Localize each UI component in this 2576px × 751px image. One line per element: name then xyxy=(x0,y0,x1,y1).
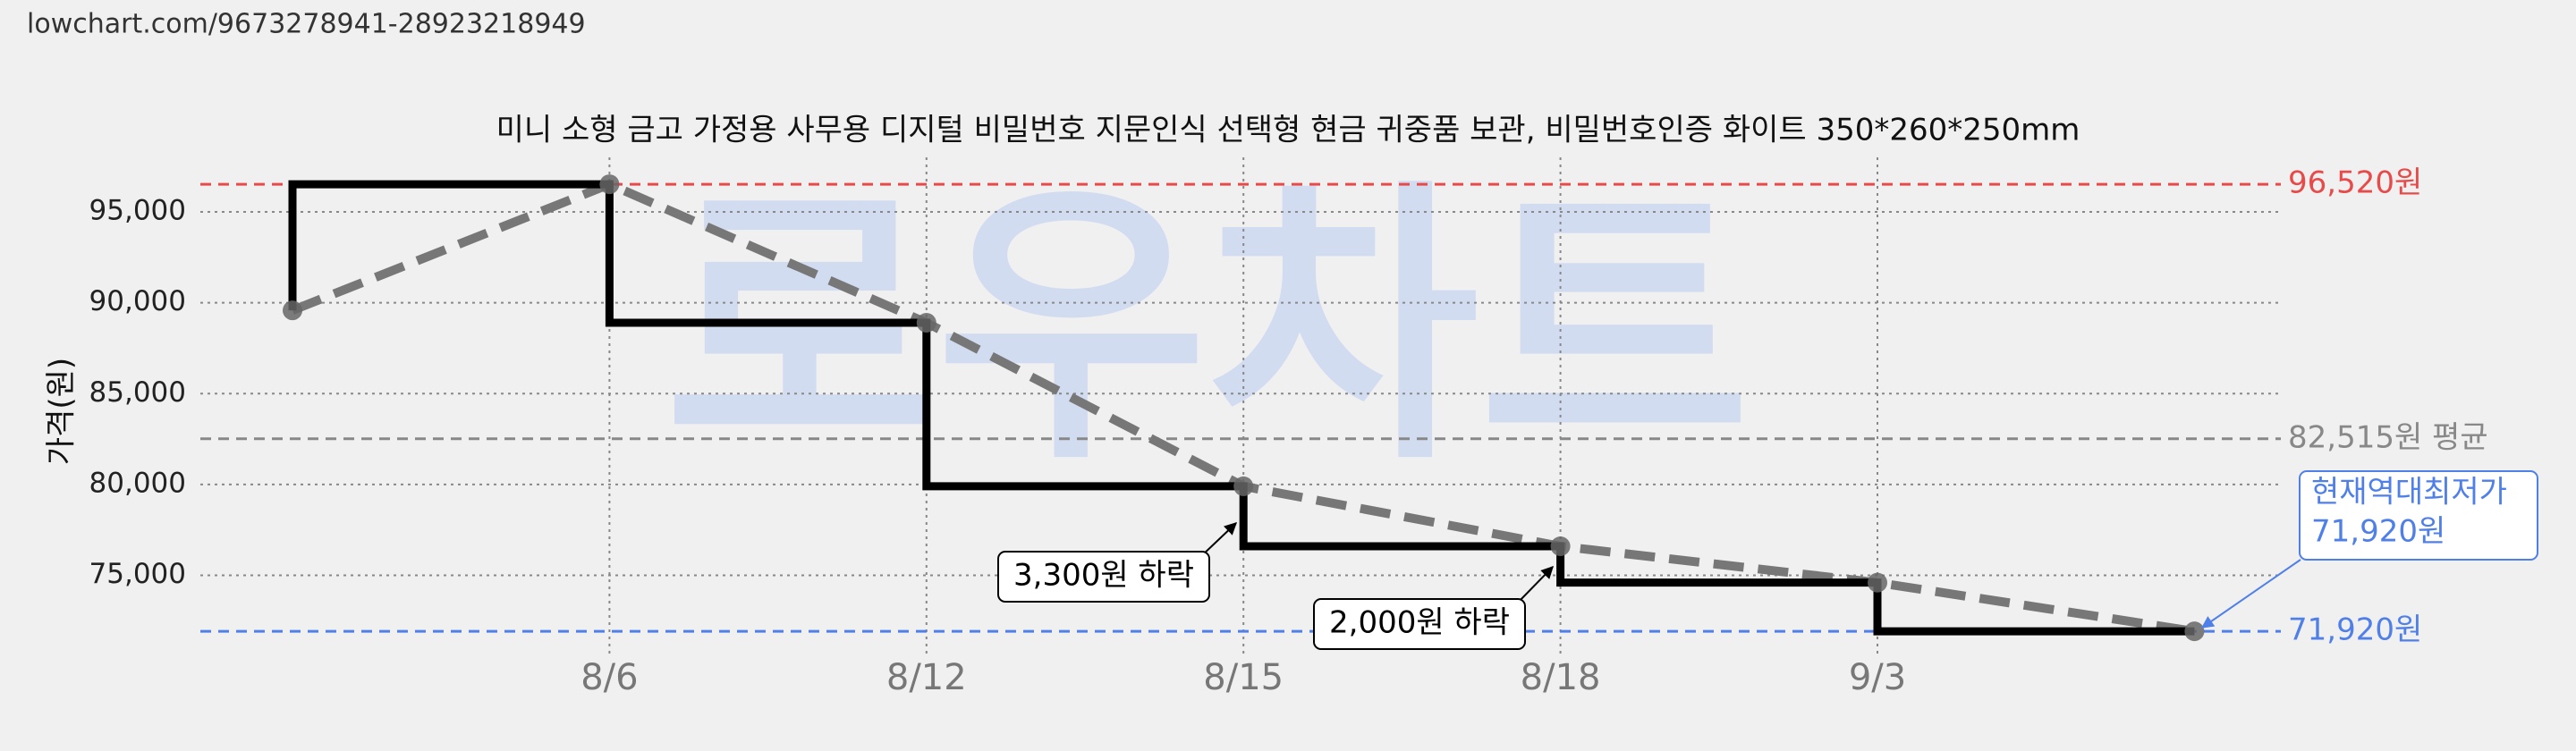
annotation-arrow xyxy=(1515,565,1554,605)
x-tick-label: 9/3 xyxy=(1849,657,1906,698)
url: lowchart.com/9673278941-28923218949 xyxy=(27,9,586,40)
x-tick-label: 8/12 xyxy=(886,657,967,698)
point xyxy=(283,300,302,321)
point xyxy=(2184,621,2205,642)
point xyxy=(916,312,936,333)
point xyxy=(1233,476,1254,496)
callout-arrow xyxy=(2200,559,2301,629)
y-tick-label: 95,000 xyxy=(89,194,186,226)
watermark: 로우차트 xyxy=(665,156,1750,499)
y-tick-label: 90,000 xyxy=(89,285,186,317)
reference-label: 71,920원 xyxy=(2288,612,2422,648)
annotation-box xyxy=(997,551,1210,603)
y-tick-label: 75,000 xyxy=(89,558,186,590)
callout-text: 현재역대최저가 xyxy=(2311,475,2507,511)
reference-label: 82,515원 평균 xyxy=(2288,419,2488,455)
x-tick-label: 8/6 xyxy=(580,657,638,698)
annotation: 3,300원 하락 xyxy=(1013,558,1194,594)
y-tick-label: 80,000 xyxy=(89,467,186,499)
chart-title: 미니 소형 금고 가정용 사무용 디지털 비밀번호 지문인식 선택형 현금 귀중… xyxy=(496,113,2080,148)
callout-box xyxy=(2299,470,2538,561)
callout-text: 71,920원 xyxy=(2311,514,2445,550)
x-tick-label: 8/18 xyxy=(1521,657,1601,698)
annotation-box xyxy=(1313,598,1526,650)
reference-label: 96,520원 xyxy=(2288,165,2422,201)
y-axis-label: 가격(원) xyxy=(44,358,80,465)
annotation: 2,000원 하락 xyxy=(1329,605,1510,641)
x-tick-label: 8/15 xyxy=(1203,657,1284,698)
point xyxy=(1550,536,1571,557)
point xyxy=(1868,572,1887,593)
y-tick-label: 85,000 xyxy=(89,376,186,409)
point xyxy=(599,174,620,195)
annotation-arrow xyxy=(1199,522,1238,558)
